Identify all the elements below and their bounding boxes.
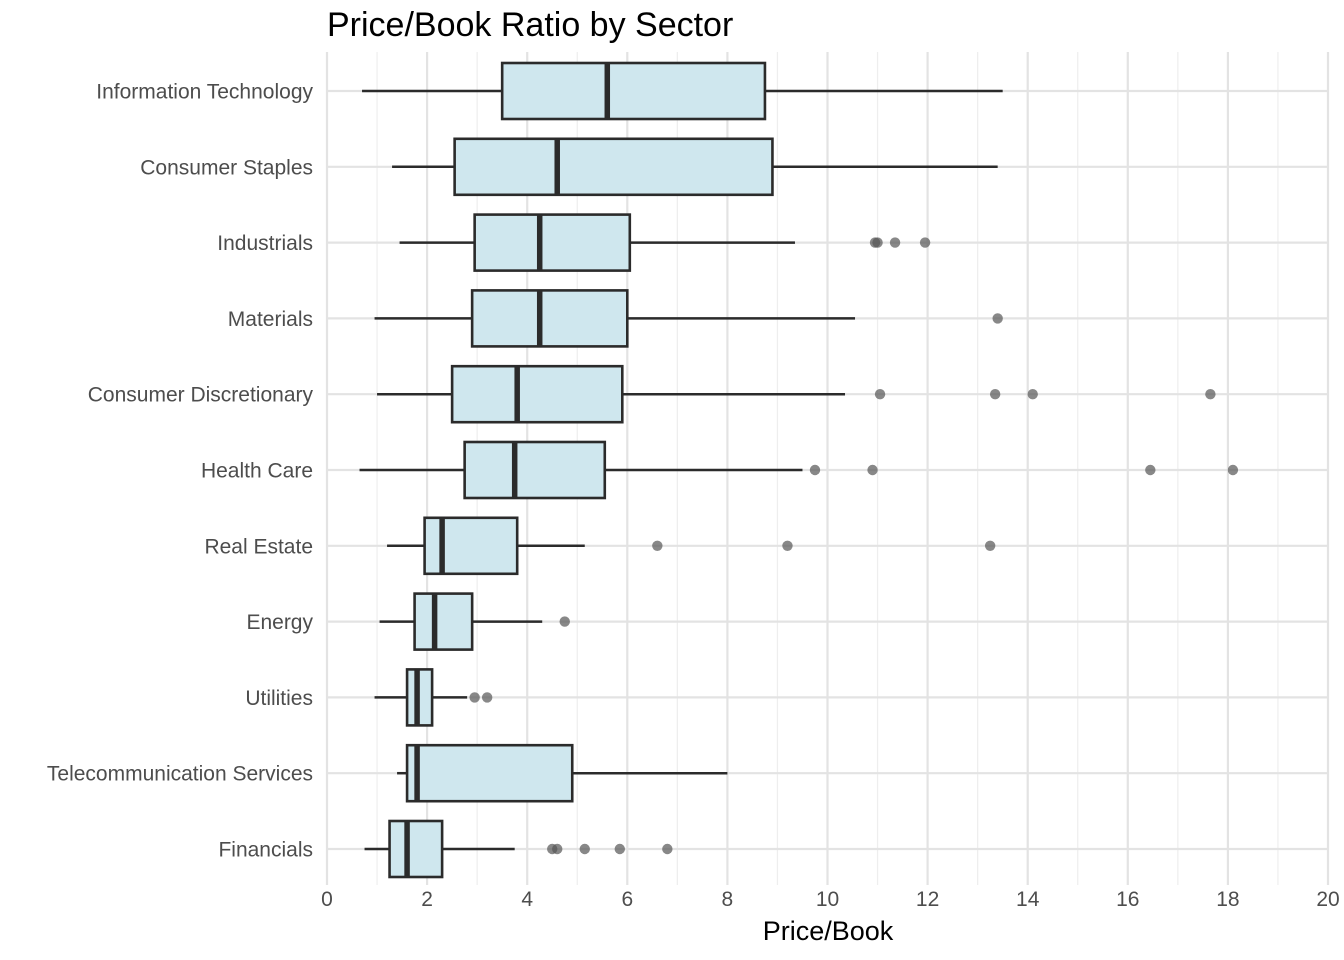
box-group (387, 516, 996, 576)
outlier-point (809, 464, 821, 476)
outlier-point (662, 843, 673, 855)
outlier-point (989, 389, 1001, 400)
x-tick-label: 0 (321, 888, 333, 911)
box-iqr (473, 213, 632, 272)
outlier-point (481, 692, 493, 703)
outlier-point (579, 843, 590, 855)
box-iqr (388, 819, 444, 879)
outlier-point (874, 389, 886, 400)
box-group (379, 592, 570, 651)
outlier-point (889, 237, 901, 248)
outlier-point (782, 540, 793, 551)
outlier-point (992, 313, 1003, 324)
x-tick-label: 12 (916, 888, 939, 911)
outlier-point (1227, 464, 1239, 476)
box-group (374, 289, 1003, 348)
box-group (359, 440, 1239, 500)
x-tick-label: 20 (1316, 888, 1339, 911)
x-tick-label: 4 (521, 888, 533, 911)
y-tick-label: Energy (246, 611, 313, 634)
box-group (397, 743, 728, 803)
outlier-point (984, 540, 996, 551)
y-tick-label: Consumer Discretionary (88, 384, 314, 407)
outlier-point (652, 540, 663, 551)
outlier-point (872, 237, 883, 248)
box-group (399, 213, 931, 272)
box-iqr (500, 61, 767, 121)
chart-title: Price/Book Ratio by Sector (327, 6, 734, 44)
outlier-point (867, 464, 878, 476)
x-tick-label: 6 (621, 888, 633, 911)
x-tick-label: 16 (1116, 888, 1139, 911)
outlier-point (1027, 389, 1038, 400)
outlier-point (552, 843, 563, 855)
y-tick-label: Real Estate (204, 535, 313, 558)
y-tick-label: Consumer Staples (140, 156, 313, 179)
box-iqr (413, 592, 474, 651)
x-tick-label: 2 (421, 888, 433, 911)
y-tick-label: Information Technology (96, 81, 313, 104)
outlier-point (1205, 389, 1216, 400)
box-group (364, 819, 673, 879)
y-tick-label: Materials (228, 308, 313, 331)
x-tick-label: 10 (816, 888, 839, 911)
boxes (359, 61, 1239, 879)
x-tick-label: 14 (1016, 888, 1040, 911)
x-tick-label: 18 (1216, 888, 1239, 911)
outlier-point (1145, 464, 1156, 476)
outlier-point (919, 237, 931, 248)
outlier-point (614, 843, 625, 855)
box-group (392, 137, 998, 197)
y-tick-label: Industrials (217, 232, 313, 255)
box-iqr (405, 743, 574, 803)
box-group (362, 61, 1003, 121)
y-tick-label: Utilities (245, 687, 313, 710)
x-tick-label: 8 (722, 888, 734, 911)
outlier-point (559, 616, 570, 627)
y-tick-label: Health Care (201, 460, 313, 483)
box-iqr (470, 289, 629, 348)
outlier-point (469, 692, 480, 703)
y-tick-label: Financials (218, 839, 313, 862)
x-axis-title: Price/Book (763, 916, 894, 946)
box-group (377, 364, 1216, 424)
box-iqr (450, 364, 624, 424)
box-iqr (423, 516, 519, 576)
y-tick-label: Telecommunication Services (47, 763, 313, 786)
axis-ticks: 0 2 4 6 8 10 12 14 16 18 20 Information Technology C… (47, 81, 1340, 912)
box-iqr (463, 440, 607, 500)
box-group (374, 668, 493, 727)
box-iqr (453, 137, 774, 197)
